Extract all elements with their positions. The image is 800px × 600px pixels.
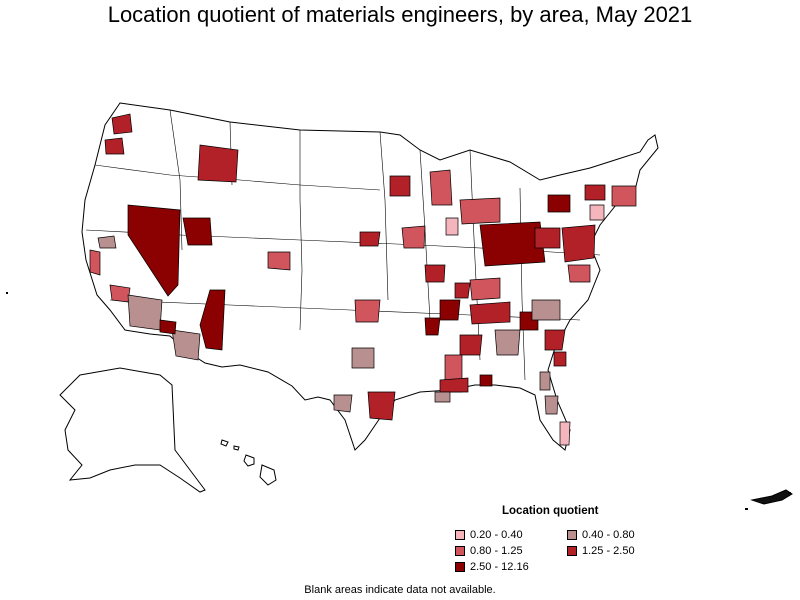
legend-swatch-5 xyxy=(455,562,465,572)
legend-item-4: 1.25 - 2.50 xyxy=(567,545,635,557)
legend-label-5: 2.50 - 12.16 xyxy=(470,561,529,573)
hawaii-islands xyxy=(220,439,277,486)
area-regions xyxy=(89,113,637,446)
map-title: Location quotient of materials engineers… xyxy=(107,2,693,27)
legend-swatch-1 xyxy=(455,530,465,540)
alaska-outline xyxy=(59,367,206,493)
legend-swatch-3 xyxy=(455,546,465,556)
legend-swatch-4 xyxy=(567,546,577,556)
puerto-rico-outline xyxy=(750,489,793,505)
legend-label-1: 0.20 - 0.40 xyxy=(470,529,523,541)
legend-item-3: 0.80 - 1.25 xyxy=(455,545,523,557)
legend-item-5: 2.50 - 12.16 xyxy=(455,561,529,573)
legend-item-1: 0.20 - 0.40 xyxy=(455,529,523,541)
small-islands xyxy=(6,292,791,510)
footnote: Blank areas indicate data not available. xyxy=(304,584,496,596)
legend-label-2: 0.40 - 0.80 xyxy=(582,529,635,541)
legend-label-3: 0.80 - 1.25 xyxy=(470,545,523,557)
legend-title: Location quotient xyxy=(502,505,599,517)
legend-swatch-2 xyxy=(567,530,577,540)
legend-label-4: 1.25 - 2.50 xyxy=(582,545,635,557)
legend-item-2: 0.40 - 0.80 xyxy=(567,529,635,541)
